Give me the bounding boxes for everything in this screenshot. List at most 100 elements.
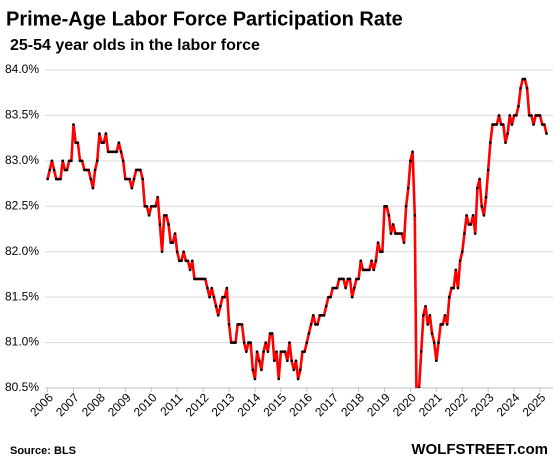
data-point: [545, 132, 548, 135]
data-point: [352, 286, 356, 290]
data-point: [465, 214, 468, 217]
x-tick-label: 2020: [390, 390, 419, 419]
data-point: [450, 286, 453, 290]
data-point: [119, 150, 123, 154]
data-point: [156, 195, 160, 199]
x-tick-label: 2018: [338, 390, 367, 419]
data-point: [504, 141, 507, 144]
data-point: [512, 114, 516, 117]
data-point: [344, 286, 347, 290]
data-point: [506, 132, 509, 135]
data-point: [72, 123, 75, 126]
data-point: [106, 150, 110, 154]
data-point: [350, 295, 354, 299]
data-point: [305, 341, 309, 344]
data-point: [113, 150, 116, 154]
data-point: [262, 350, 265, 353]
data-point: [419, 350, 423, 353]
data-point: [538, 114, 542, 117]
data-point: [251, 368, 255, 372]
data-point: [543, 123, 546, 126]
data-point: [363, 268, 367, 272]
grid: [45, 69, 553, 392]
data-point: [257, 359, 261, 363]
data-point: [208, 295, 211, 299]
x-tick-label: 2011: [157, 390, 185, 418]
data-point: [294, 359, 298, 363]
data-point: [370, 259, 373, 263]
data-point: [111, 150, 114, 154]
data-point: [229, 341, 233, 344]
y-tick-label: 80.5%: [5, 380, 39, 394]
data-point: [206, 286, 209, 290]
data-point: [514, 114, 518, 117]
data-point: [525, 86, 529, 90]
x-tick-label: 2008: [79, 390, 108, 419]
chart-title: Prime-Age Labor Force Participation Rate: [6, 8, 403, 30]
data-point: [424, 304, 427, 308]
data-point: [46, 177, 49, 181]
data-point: [532, 123, 535, 126]
data-point: [152, 204, 155, 208]
data-point: [502, 123, 505, 126]
data-point: [337, 277, 341, 281]
data-point: [234, 341, 237, 344]
data-point: [223, 295, 226, 299]
data-point: [74, 141, 77, 144]
data-point: [411, 150, 414, 154]
data-point: [126, 177, 129, 181]
y-tick-label: 83.0%: [5, 153, 39, 167]
data-point: [277, 377, 281, 381]
data-point: [441, 323, 445, 326]
data-point: [517, 105, 520, 108]
data-point: [80, 159, 84, 163]
data-point: [348, 277, 352, 281]
data-point: [406, 186, 410, 190]
data-point: [467, 223, 471, 226]
data-point: [57, 177, 60, 181]
data-point: [145, 204, 149, 208]
data-point: [124, 177, 127, 181]
data-point: [398, 232, 401, 235]
data-point: [50, 159, 54, 163]
data-point: [497, 114, 501, 117]
data-point: [184, 259, 188, 263]
y-tick-label: 83.5%: [5, 108, 39, 122]
data-point: [298, 368, 302, 372]
data-point: [432, 341, 436, 344]
data-point: [178, 259, 181, 263]
data-point: [134, 168, 138, 172]
data-point: [428, 314, 432, 317]
data-point: [460, 250, 464, 254]
data-point: [70, 159, 73, 163]
data-point: [486, 168, 490, 172]
data-point: [236, 323, 239, 326]
data-point: [240, 323, 244, 326]
data-point: [346, 277, 350, 281]
data-point: [104, 132, 108, 135]
data-point: [221, 295, 224, 299]
data-point: [376, 241, 380, 244]
chart-subtitle: 25-54 year olds in the labor force: [10, 37, 260, 54]
data-point: [165, 214, 168, 217]
data-point: [65, 168, 69, 172]
data-point: [245, 350, 248, 353]
data-point: [396, 232, 399, 235]
data-point: [225, 286, 229, 290]
data-point: [355, 277, 358, 281]
data-point: [48, 168, 52, 172]
x-tick-label: 2024: [494, 390, 523, 419]
x-tick-label: 2025: [520, 390, 549, 419]
data-point: [182, 250, 185, 254]
x-tick-label: 2019: [364, 390, 393, 419]
data-point: [264, 341, 268, 344]
data-point: [76, 141, 80, 144]
data-point: [238, 323, 242, 326]
data-point: [495, 123, 499, 126]
data-point: [190, 259, 194, 263]
data-point: [342, 277, 345, 281]
data-point: [391, 223, 395, 226]
data-point: [329, 295, 332, 299]
data-point: [426, 323, 430, 326]
